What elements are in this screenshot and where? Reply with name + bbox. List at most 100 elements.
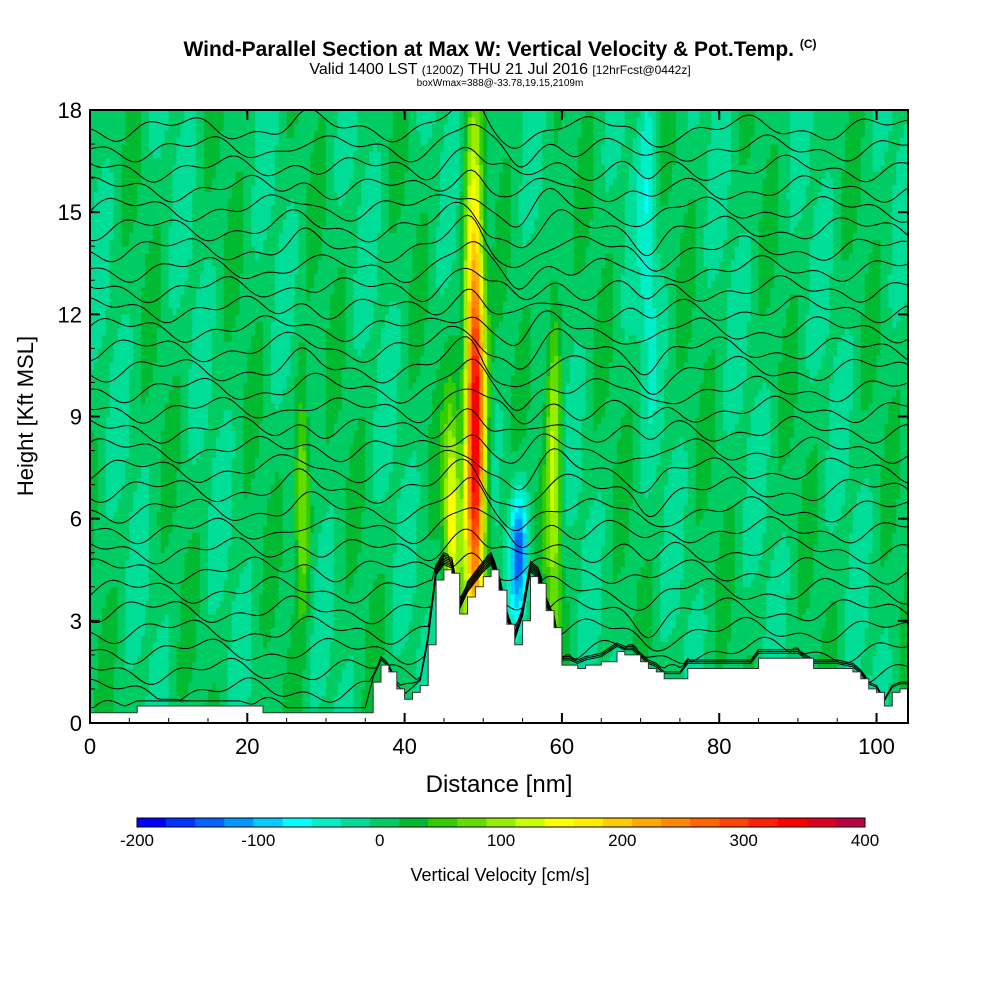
velocity-cell — [223, 566, 229, 574]
velocity-cell — [121, 137, 126, 145]
velocity-cell — [145, 239, 150, 247]
velocity-cell — [109, 573, 115, 581]
velocity-cell — [188, 157, 193, 166]
velocity-cell — [294, 280, 300, 288]
velocity-cell — [129, 123, 134, 132]
velocity-cell — [148, 539, 154, 547]
velocity-cell — [219, 144, 225, 152]
velocity-cell — [302, 579, 307, 588]
velocity-cell — [192, 634, 197, 642]
velocity-cell — [113, 225, 119, 234]
velocity-cell — [156, 348, 162, 356]
velocity-cell — [152, 539, 158, 547]
velocity-cell — [152, 246, 158, 254]
velocity-cell — [93, 505, 99, 513]
velocity-cell — [129, 675, 134, 683]
velocity-cell — [105, 355, 111, 363]
velocity-cell — [176, 137, 182, 145]
velocity-cell — [172, 225, 178, 234]
velocity-cell — [141, 688, 146, 697]
velocity-cell — [302, 389, 307, 397]
velocity-cell — [251, 178, 256, 186]
velocity-cell — [263, 287, 268, 295]
velocity-cell — [235, 614, 241, 622]
velocity-cell — [145, 505, 150, 513]
velocity-cell — [259, 579, 264, 588]
velocity-cell — [302, 634, 307, 642]
velocity-cell — [282, 695, 288, 704]
velocity-cell — [196, 321, 201, 329]
velocity-cell — [200, 157, 205, 166]
velocity-cell — [200, 552, 205, 561]
velocity-cell — [148, 423, 154, 431]
velocity-cell — [286, 191, 292, 200]
velocity-cell — [211, 464, 217, 472]
velocity-cell — [152, 491, 158, 499]
velocity-cell — [109, 409, 115, 418]
velocity-cell — [255, 402, 260, 411]
velocity-cell — [188, 198, 193, 206]
velocity-cell — [188, 695, 193, 704]
velocity-cell — [180, 491, 185, 499]
velocity-cell — [156, 518, 162, 527]
velocity-cell — [243, 505, 248, 513]
velocity-cell — [184, 518, 189, 527]
velocity-cell — [93, 355, 99, 363]
velocity-cell — [133, 573, 138, 581]
velocity-cell — [259, 423, 264, 431]
velocity-cell — [239, 205, 244, 213]
velocity-cell — [247, 682, 252, 690]
velocity-cell — [270, 593, 276, 601]
velocity-cell — [282, 116, 288, 125]
velocity-cell — [255, 430, 260, 438]
velocity-cell — [282, 416, 288, 424]
velocity-cell — [160, 273, 166, 281]
velocity-cell — [133, 259, 138, 268]
velocity-cell — [148, 273, 154, 281]
velocity-cell — [156, 232, 162, 241]
velocity-cell — [270, 150, 276, 159]
velocity-cell — [298, 545, 303, 554]
velocity-cell — [302, 212, 307, 220]
velocity-cell — [156, 586, 162, 595]
velocity-cell — [223, 654, 229, 663]
velocity-cell — [266, 382, 272, 390]
velocity-cell — [251, 239, 256, 247]
velocity-cell — [192, 545, 197, 554]
velocity-cell — [180, 464, 185, 472]
velocity-cell — [105, 695, 111, 704]
velocity-cell — [109, 402, 115, 411]
velocity-cell — [231, 253, 237, 261]
velocity-cell — [239, 600, 244, 608]
velocity-cell — [255, 205, 260, 213]
velocity-cell — [141, 682, 146, 690]
velocity-cell — [93, 396, 99, 404]
velocity-cell — [172, 280, 178, 288]
velocity-cell — [180, 123, 185, 132]
velocity-cell — [196, 137, 201, 145]
velocity-cell — [290, 402, 296, 411]
velocity-cell — [247, 362, 252, 370]
velocity-cell — [235, 593, 241, 601]
velocity-cell — [137, 280, 142, 288]
velocity-cell — [223, 532, 229, 540]
velocity-cell — [207, 668, 213, 676]
velocity-cell — [176, 110, 182, 118]
velocity-cell — [109, 212, 115, 220]
velocity-cell — [176, 327, 182, 336]
velocity-cell — [204, 389, 209, 397]
velocity-cell — [137, 416, 142, 424]
velocity-cell — [101, 409, 107, 418]
velocity-cell — [188, 470, 193, 479]
velocity-cell — [90, 470, 95, 479]
velocity-cell — [113, 205, 119, 213]
velocity-cell — [133, 423, 138, 431]
velocity-cell — [235, 110, 241, 118]
velocity-cell — [302, 566, 307, 574]
velocity-cell — [223, 402, 229, 411]
velocity-cell — [141, 137, 146, 145]
velocity-cell — [204, 641, 209, 649]
velocity-cell — [129, 307, 134, 315]
velocity-cell — [196, 355, 201, 363]
velocity-cell — [109, 171, 115, 179]
